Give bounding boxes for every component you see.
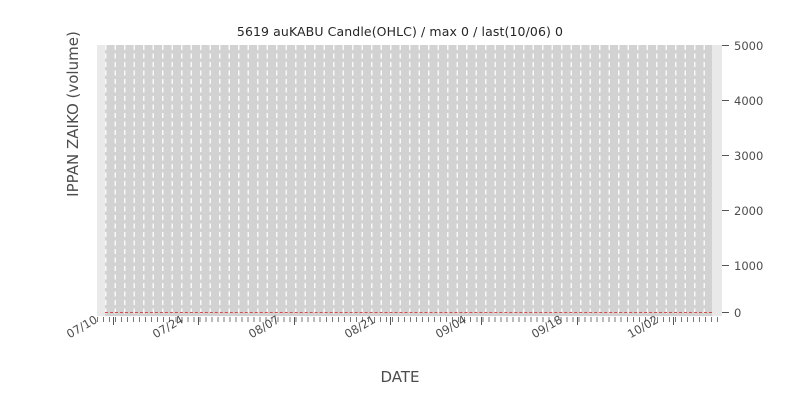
- y-tick-label: 0: [734, 306, 742, 320]
- y-tick-mark: [722, 45, 729, 46]
- y-tick-mark: [722, 100, 729, 101]
- y-tick-mark: [722, 210, 729, 211]
- y-axis-label: IPPAN ZAIKO (volume): [64, 31, 82, 197]
- gridline-dash-mask: [105, 45, 712, 316]
- y-tick-0: 0: [722, 306, 741, 320]
- y-tick-label: 1000: [734, 259, 764, 273]
- chart-title: 5619 auKABU Candle(OHLC) / max 0 / last(…: [236, 24, 564, 39]
- x-tick-mark-1002: [673, 317, 675, 325]
- x-tick-label-0710: 07/10: [64, 312, 100, 342]
- x-tick-mark-0724: [198, 317, 200, 325]
- x-tick-mark-0821: [390, 317, 392, 325]
- y-tick-1000: 1000: [722, 259, 763, 273]
- x-tick-mark-0904: [481, 317, 483, 325]
- zero-reference-line: [105, 312, 712, 313]
- y-tick-label: 2000: [734, 204, 764, 218]
- y-tick-label: 4000: [734, 94, 764, 108]
- y-tick-label: 5000: [734, 39, 764, 53]
- x-tick-mark-0710: [113, 317, 115, 325]
- x-tick-mark-0918: [577, 317, 579, 325]
- y-tick-label: 3000: [734, 149, 764, 163]
- plot-area[interactable]: [97, 45, 722, 316]
- plot-gridlines: [105, 45, 712, 316]
- y-tick-3000: 3000: [722, 149, 763, 163]
- x-axis-label: DATE: [380, 368, 420, 386]
- y-tick-mark: [722, 312, 729, 313]
- y-tick-4000: 4000: [722, 94, 763, 108]
- x-tick-mark-0807: [294, 317, 296, 325]
- x-axis-minor-ticks: [97, 317, 722, 322]
- y-tick-2000: 2000: [722, 204, 763, 218]
- y-tick-mark: [722, 265, 729, 266]
- y-tick-5000: 5000: [722, 39, 763, 53]
- y-tick-mark: [722, 155, 729, 156]
